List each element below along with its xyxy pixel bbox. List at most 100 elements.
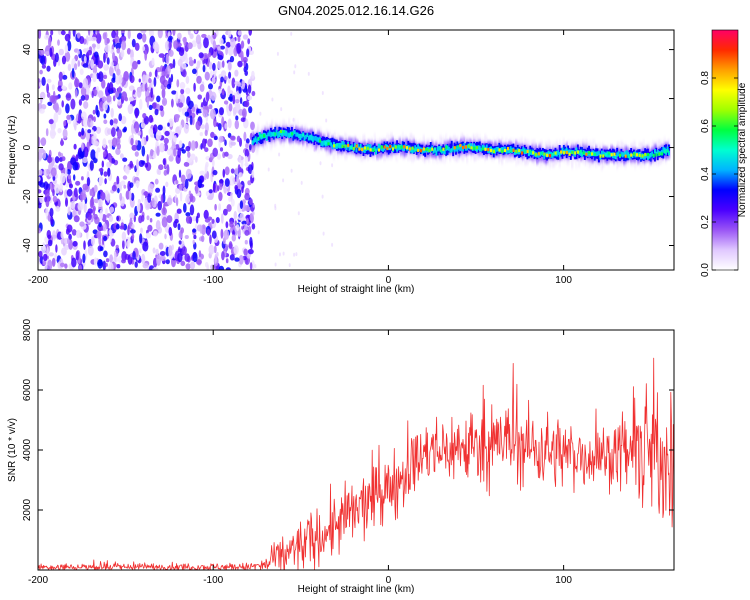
ridge-cell (421, 147, 424, 154)
ridge-peak (562, 151, 566, 155)
ridge-peak (439, 149, 442, 153)
noise-cell (129, 212, 135, 220)
noise-cell (235, 115, 239, 121)
ridge-cell (513, 149, 516, 155)
noise-cell (54, 52, 59, 63)
noise-cell (62, 128, 68, 139)
noise-cell (140, 227, 143, 234)
ridge-peak (464, 145, 467, 149)
noise-cell (80, 95, 86, 101)
ridge-cell (401, 145, 404, 151)
noise-cell (54, 102, 59, 113)
ridge-cell (478, 145, 481, 152)
ridge-cell (627, 152, 630, 158)
noise-cell (103, 64, 109, 71)
noise-cell (195, 184, 199, 194)
noise-cell (89, 197, 94, 209)
noise-cell (106, 161, 112, 168)
colorbar-gradient (711, 29, 739, 271)
ridge-cell (456, 146, 459, 152)
ridge-cell (342, 143, 345, 152)
noise-cell (236, 224, 240, 232)
ridge-peak (548, 154, 552, 158)
noise-cell (180, 260, 186, 267)
noise-cell (173, 148, 177, 157)
ridge-cell (335, 144, 338, 149)
noise-cell (91, 43, 96, 48)
noise-cell (127, 103, 134, 115)
ridge-peak (386, 146, 389, 151)
noise-cell (93, 184, 98, 193)
noise-cell (245, 143, 249, 149)
noise-cell (67, 238, 70, 245)
ridge-cell (476, 146, 478, 152)
noise-cell (227, 30, 232, 38)
noise-cell (46, 246, 49, 257)
ridge-peak (529, 149, 532, 153)
noise-cell (71, 67, 75, 78)
noise-cell (276, 51, 279, 56)
noise-cell (76, 229, 81, 239)
noise-cell (141, 122, 146, 129)
noise-cell (91, 129, 94, 135)
noise-cell (219, 147, 224, 152)
noise-cell (104, 178, 107, 185)
ridge-peak (515, 149, 518, 153)
noise-cell (208, 52, 211, 58)
ridge-cell (305, 134, 307, 139)
noise-cell (238, 254, 244, 265)
ridge-peak (663, 150, 666, 154)
noise-cell (107, 139, 112, 144)
ridge-cell (337, 143, 340, 148)
noise-cell (97, 60, 104, 69)
noise-cell (105, 208, 108, 215)
noise-cell (221, 60, 225, 68)
noise-cell (131, 233, 135, 240)
ridge-peak (260, 134, 263, 138)
noise-cell (134, 108, 139, 119)
noise-cell (87, 30, 91, 36)
noise-cell (215, 108, 219, 114)
noise-cell (120, 180, 126, 186)
noise-cell (173, 135, 177, 143)
noise-cell (231, 230, 236, 236)
ridge-cell (260, 135, 263, 140)
colorbar-tick-label: 0.6 (700, 119, 711, 133)
noise-cell (114, 90, 119, 98)
noise-cell (245, 138, 250, 144)
ridge-peak (635, 153, 638, 157)
noise-cell (238, 86, 242, 94)
ridge-cell (351, 144, 354, 150)
ridge-cell (265, 134, 268, 141)
noise-cell (155, 187, 161, 193)
noise-cell (239, 200, 243, 210)
noise-cell (38, 176, 41, 182)
noise-cell (162, 202, 166, 214)
noise-cell (82, 63, 89, 68)
noise-cell (243, 131, 247, 142)
ridge-cell (600, 150, 603, 156)
ridge-cell (576, 144, 579, 155)
noise-cell (166, 197, 173, 206)
noise-cell (141, 160, 146, 165)
noise-cell (170, 73, 174, 83)
noise-cell (293, 70, 296, 75)
ridge-peak (442, 147, 445, 151)
ridge-peak (462, 145, 465, 150)
ridge-cell (488, 147, 491, 154)
noise-cell (103, 235, 108, 242)
noise-cell (57, 30, 62, 35)
noise-cell (252, 203, 255, 208)
noise-cell (140, 30, 147, 34)
noise-cell (229, 254, 235, 261)
ridge-cell (588, 145, 590, 154)
noise-cell (115, 223, 120, 230)
ridge-cell (665, 148, 668, 155)
noise-cell (224, 123, 228, 130)
noise-cell (97, 90, 104, 99)
noise-cell (46, 168, 50, 175)
ridge-cell (391, 141, 394, 150)
noise-cell (67, 63, 72, 72)
noise-cell (140, 214, 145, 222)
noise-cell (66, 114, 71, 120)
